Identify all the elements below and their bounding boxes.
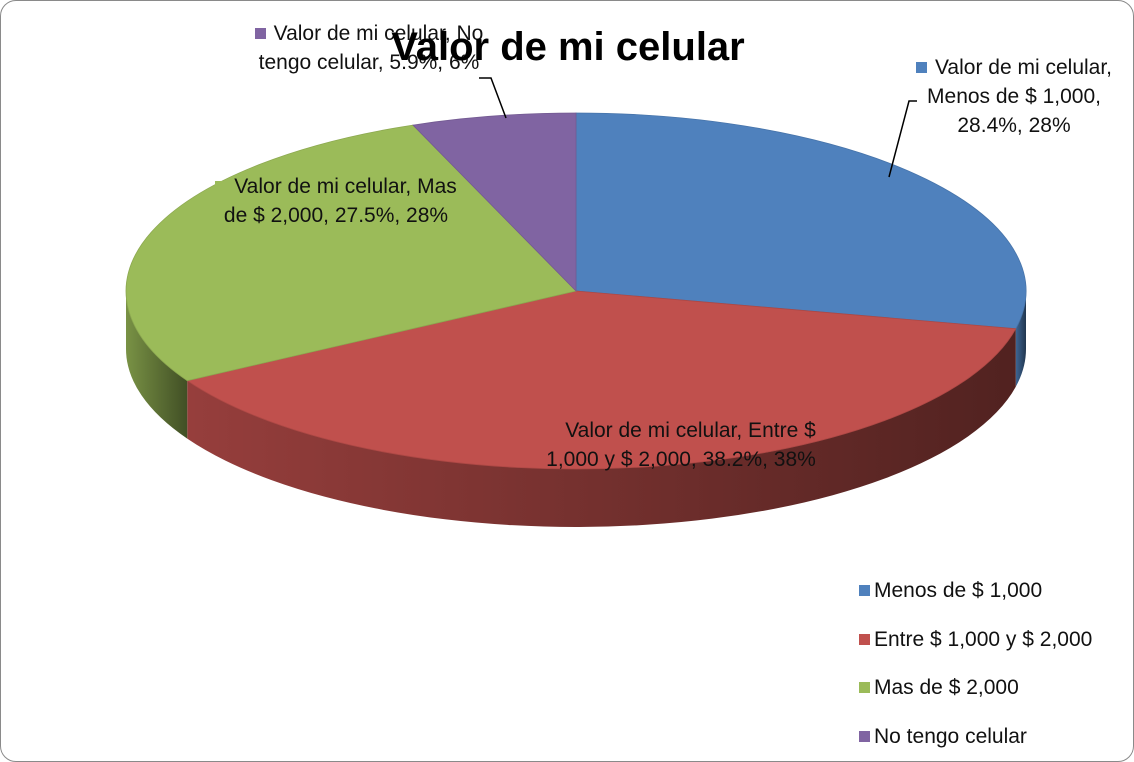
slice	[125, 124, 577, 382]
slice	[575, 112, 1027, 330]
legend-key	[859, 682, 870, 693]
legend-key	[859, 585, 870, 596]
data-label-text: Valor de mi celular, Menos de $ 1,000, 2…	[927, 56, 1113, 137]
data-label-key	[215, 181, 227, 192]
legend-key	[859, 730, 870, 742]
legend-label: Entre $ 1,000 y $ 2,000	[874, 627, 1093, 651]
slice-side	[1015, 291, 1026, 387]
data-label-text: Valor de mi celular, Entre $ 1,000 y $ 2…	[546, 419, 816, 471]
data-label-key	[915, 62, 927, 73]
legend-label: No tengo celular	[874, 724, 1027, 748]
legend-label: Mas de $ 2,000	[874, 676, 1019, 699]
slice	[412, 112, 577, 292]
legend-key	[859, 633, 870, 645]
legend-label: Menos de $ 1,000	[874, 579, 1043, 602]
legend-item: Entre $ 1,000 y $ 2,000	[859, 628, 1092, 652]
data-label: Valor de mi celular, No tengo celular, 5…	[239, 19, 499, 77]
slice-side	[187, 328, 1016, 527]
data-label-text: Valor de mi celular, No tengo celular, 5…	[258, 22, 484, 74]
data-label-text: Valor de mi celular, Mas de $ 2,000, 27.…	[223, 175, 457, 227]
data-label: Valor de mi celular, Mas de $ 2,000, 27.…	[201, 172, 471, 230]
leader-line	[479, 77, 507, 119]
data-label: Valor de mi celular, Entre $ 1,000 y $ 2…	[541, 416, 821, 474]
legend-item: Mas de $ 2,000	[859, 676, 1019, 700]
slice	[186, 290, 1017, 470]
chart-title: Valor de mi celular	[391, 25, 745, 69]
leader-line	[888, 100, 917, 178]
data-label-key	[546, 425, 558, 436]
legend-item: No tengo celular	[859, 725, 1027, 749]
data-label-key	[254, 28, 266, 39]
slice-side	[126, 291, 188, 439]
legend-item: Menos de $ 1,000	[859, 579, 1042, 603]
data-label: Valor de mi celular, Menos de $ 1,000, 2…	[896, 53, 1132, 140]
